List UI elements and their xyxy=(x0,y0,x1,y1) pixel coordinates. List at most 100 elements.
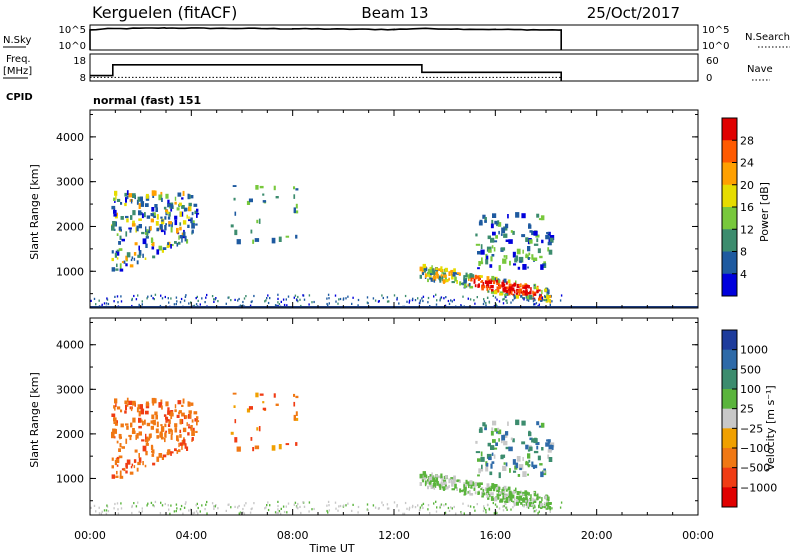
velocity-cell xyxy=(245,502,247,505)
velocity-cell xyxy=(126,397,129,403)
velocity-cell xyxy=(158,402,163,408)
power-cell xyxy=(177,192,182,197)
power-cell xyxy=(443,274,447,278)
velocity-cell xyxy=(255,392,259,398)
velocity-colorbar-segment xyxy=(722,369,737,390)
velocity-cell xyxy=(507,486,511,491)
velocity-cell xyxy=(120,423,124,428)
velocity-cell xyxy=(278,510,281,513)
velocity-cell xyxy=(419,506,422,509)
power-cell xyxy=(176,300,178,303)
velocity-cell xyxy=(161,456,164,460)
velocity-cell xyxy=(176,507,178,510)
velocity-cell xyxy=(217,507,219,510)
power-cell xyxy=(191,229,194,234)
power-cell xyxy=(188,302,190,305)
velocity-cell xyxy=(465,479,468,485)
velocity-cell xyxy=(547,449,552,453)
power-cell xyxy=(234,298,236,301)
velocity-cell xyxy=(465,492,468,495)
power-cell xyxy=(435,303,438,306)
velocity-cell xyxy=(497,429,502,435)
velocity-cell xyxy=(267,501,269,504)
velocity-cell xyxy=(191,419,194,423)
velocity-cell xyxy=(90,506,92,509)
power-cell xyxy=(501,227,506,234)
velocity-cell xyxy=(491,427,494,433)
velocity-cell xyxy=(467,504,469,507)
power-cell xyxy=(152,194,155,198)
power-cell xyxy=(506,301,508,304)
power-cell xyxy=(293,186,296,190)
velocity-cell xyxy=(335,507,337,510)
power-cell xyxy=(372,297,375,300)
velocity-cell xyxy=(404,501,407,505)
velocity-cell xyxy=(146,438,148,444)
velocity-cell xyxy=(145,410,149,415)
power-cell xyxy=(164,216,167,220)
power-cell xyxy=(326,302,328,306)
power-cell xyxy=(404,294,407,298)
power-cell xyxy=(512,230,515,235)
velocity-cell xyxy=(460,512,463,515)
velocity-cell xyxy=(482,422,486,427)
power-cell xyxy=(178,235,180,240)
power-cell xyxy=(521,213,526,219)
power-cell xyxy=(490,285,494,289)
power-cell xyxy=(412,297,414,300)
velocity-cell xyxy=(517,474,521,477)
velocity-cell xyxy=(352,503,354,506)
power-cell xyxy=(479,276,481,280)
power-cell xyxy=(480,280,482,283)
power-cell xyxy=(232,185,237,187)
power-cell xyxy=(155,207,158,212)
velocity-cell xyxy=(170,451,172,456)
power-cell xyxy=(139,196,143,202)
power-cell xyxy=(514,289,516,294)
power-colorbar-tick-label: 28 xyxy=(740,134,754,147)
velocity-cell xyxy=(164,438,166,443)
velocity-cell xyxy=(539,463,543,466)
velocity-cell xyxy=(166,451,170,456)
power-cell xyxy=(430,273,433,276)
power-cell xyxy=(287,295,290,298)
power-cell xyxy=(136,225,139,232)
power-cell xyxy=(484,217,487,222)
velocity-cell xyxy=(105,509,108,512)
power-cell xyxy=(512,283,516,287)
velocity-cell xyxy=(422,506,424,510)
velocity-cell xyxy=(111,413,116,417)
power-cell xyxy=(326,297,328,300)
velocity-cell xyxy=(134,449,138,453)
power-cell xyxy=(538,303,540,306)
velocity-cell xyxy=(184,415,188,419)
power-cell xyxy=(193,203,198,207)
power-cell xyxy=(276,304,278,307)
velocity-cell xyxy=(116,456,120,459)
power-cell xyxy=(529,230,533,233)
power-cell xyxy=(150,294,153,297)
velocity-cell xyxy=(114,460,117,466)
velocity-cell xyxy=(131,511,133,515)
freq-series xyxy=(90,64,562,81)
velocity-cell xyxy=(527,506,530,509)
power-cell xyxy=(118,226,122,231)
velocity-colorbar-tick-label: 100 xyxy=(740,383,761,396)
velocity-cell xyxy=(525,496,528,500)
velocity-cell xyxy=(175,503,178,506)
velocity-cell xyxy=(533,493,536,497)
velocity-cell xyxy=(531,461,534,468)
velocity-colorbar-tick-label: 500 xyxy=(740,363,761,376)
velocity-cell xyxy=(105,512,108,515)
velocity-cell xyxy=(541,497,543,502)
velocity-cell xyxy=(116,502,119,505)
velocity-cell xyxy=(131,504,133,507)
velocity-cell xyxy=(256,427,259,431)
velocity-cell xyxy=(498,492,502,495)
power-cell xyxy=(437,268,442,271)
power-cell xyxy=(302,294,304,297)
velocity-cell xyxy=(468,484,470,489)
power-cell xyxy=(151,246,155,250)
velocity-cell xyxy=(488,508,491,511)
power-cell xyxy=(357,304,359,307)
